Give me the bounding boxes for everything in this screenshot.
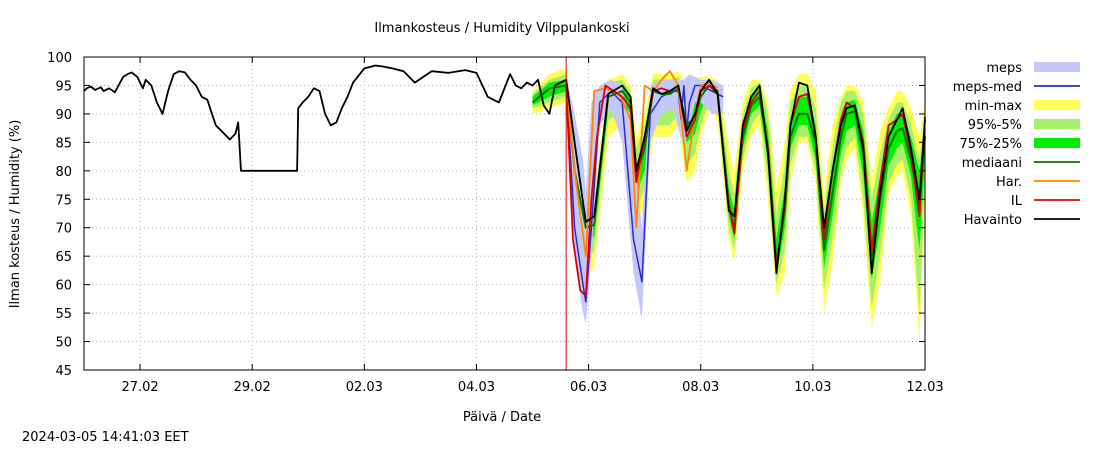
x-tick-label: 10.03 bbox=[794, 380, 831, 395]
y-tick-label: 95 bbox=[55, 79, 72, 94]
x-tick-label: 08.03 bbox=[682, 380, 719, 395]
legend-label-p95_5: 95%-5% bbox=[968, 118, 1022, 133]
y-tick-label: 65 bbox=[55, 250, 72, 265]
legend-label-meps_med: meps-med bbox=[953, 80, 1022, 95]
havainto-observed-line bbox=[83, 64, 567, 172]
y-tick-label: 80 bbox=[55, 165, 72, 180]
y-tick-label: 85 bbox=[55, 136, 72, 151]
y-tick-label: 70 bbox=[55, 222, 72, 237]
y-tick-label: 55 bbox=[55, 307, 72, 322]
meps-med-line bbox=[565, 84, 724, 303]
y-tick-label: 90 bbox=[55, 108, 72, 123]
y-tick-label: 75 bbox=[55, 193, 72, 208]
y-tick-label: 45 bbox=[55, 364, 72, 379]
series-lines bbox=[83, 64, 926, 303]
legend-swatch-minmax bbox=[1034, 100, 1080, 110]
plot-frame bbox=[83, 56, 926, 371]
grid bbox=[84, 57, 925, 370]
x-axis-label: Päivä / Date bbox=[463, 410, 541, 425]
y-tick-label: 60 bbox=[55, 279, 72, 294]
havainto-line bbox=[565, 78, 926, 275]
legend-swatch-p75_25 bbox=[1034, 138, 1080, 148]
legend-label-har: Har. bbox=[996, 175, 1022, 190]
legend-label-minmax: min-max bbox=[964, 99, 1022, 114]
y-tick-label: 100 bbox=[47, 51, 72, 66]
x-tick-label: 04.03 bbox=[458, 380, 495, 395]
y-axis-label: Ilman kosteus / Humidity (%) bbox=[8, 120, 23, 309]
legend: meps meps-med min-max 95%-5% 75%-25% mediaani… bbox=[953, 61, 1080, 228]
legend-label-p75_25: 75%-25% bbox=[960, 137, 1022, 152]
legend-swatch-meps bbox=[1034, 62, 1080, 72]
legend-label-meps: meps bbox=[986, 61, 1022, 76]
axes: 45 50 55 60 65 70 75 80 85 90 95 100 27.02 29.02 02.03… bbox=[47, 51, 943, 395]
legend-label-median: mediaani bbox=[962, 156, 1022, 171]
legend-label-havainto: Havainto bbox=[964, 213, 1022, 228]
x-tick-label: 12.03 bbox=[906, 380, 943, 395]
x-tick-label: 02.03 bbox=[346, 380, 383, 395]
x-tick-label: 27.02 bbox=[121, 380, 158, 395]
legend-swatch-p95_5 bbox=[1034, 119, 1080, 129]
x-tick-label: 06.03 bbox=[570, 380, 607, 395]
x-tick-label: 29.02 bbox=[234, 380, 271, 395]
chart-title: Ilmankosteus / Humidity Vilppulankoski bbox=[374, 21, 629, 36]
legend-label-il: IL bbox=[1011, 194, 1023, 209]
y-tick-label: 50 bbox=[55, 336, 72, 351]
footer-timestamp: 2024-03-05 14:41:03 EET bbox=[22, 430, 189, 445]
